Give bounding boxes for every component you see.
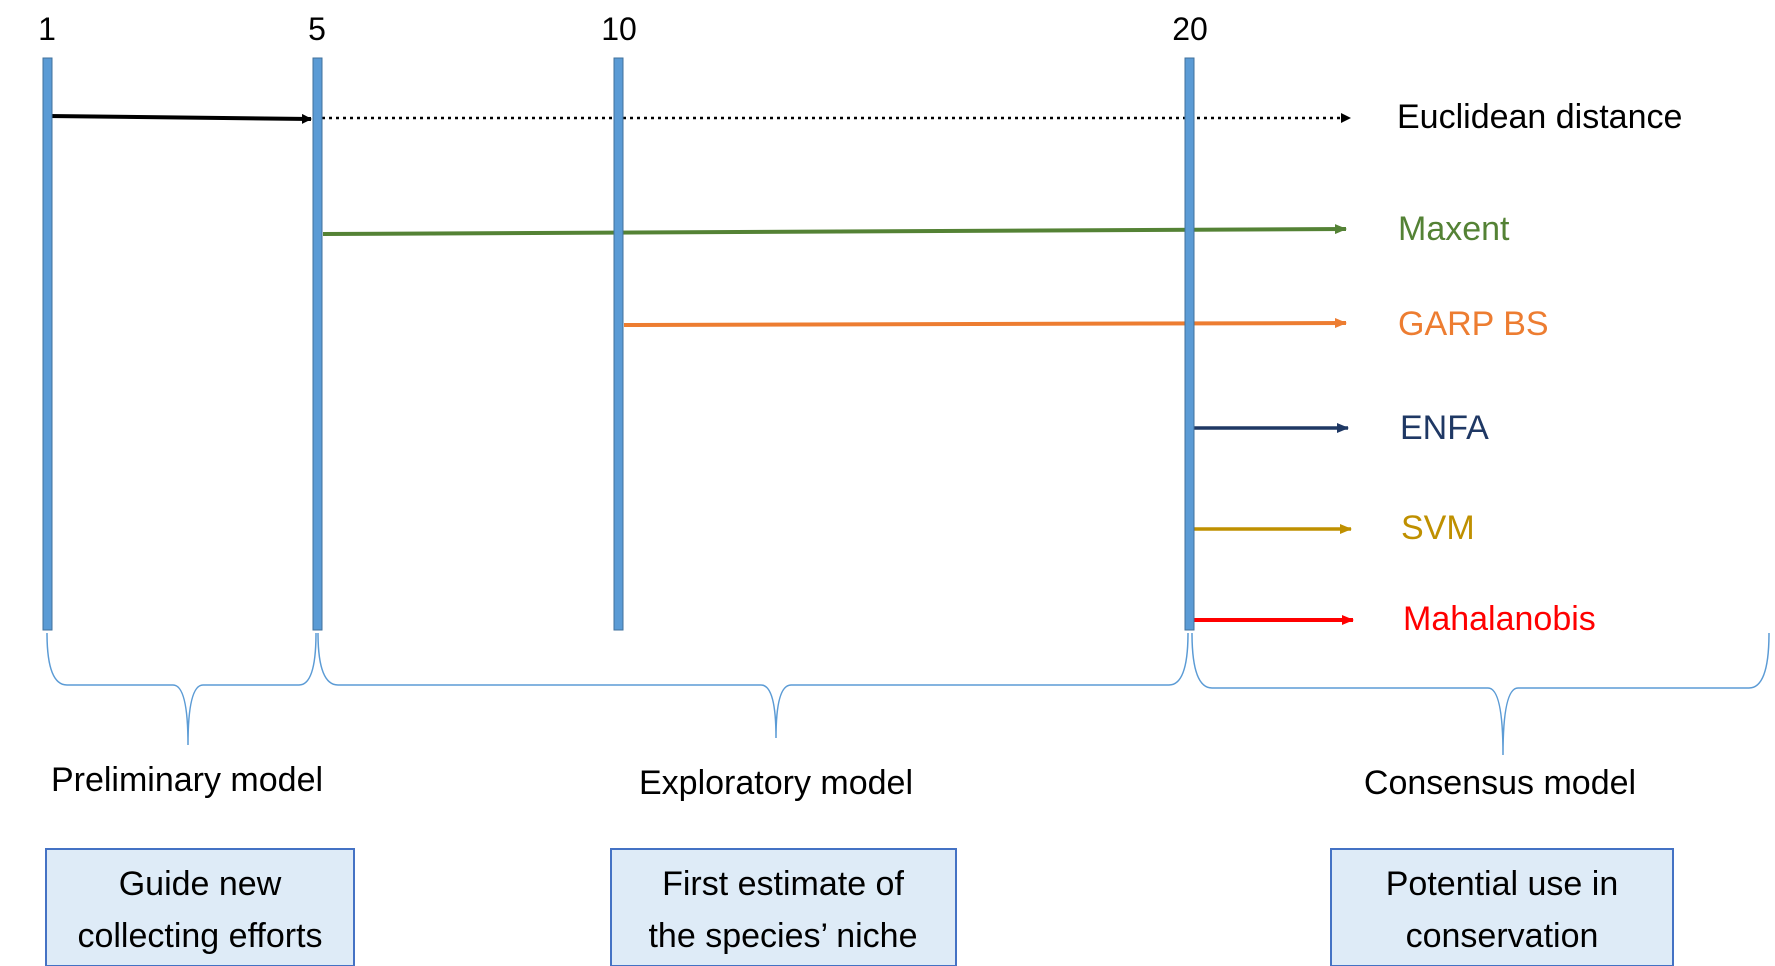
milestone-label-10: 10	[601, 11, 637, 47]
method-label-maxent: Maxent	[1398, 210, 1510, 248]
milestone-bar-5	[312, 57, 323, 631]
stage-box-exploratory	[610, 848, 957, 966]
method-label-garp-bs: GARP BS	[1398, 305, 1549, 343]
milestone-bar-20	[1184, 57, 1195, 631]
method-label-enfa: ENFA	[1400, 409, 1489, 447]
stage-description-exploratory-line-1: First estimate of	[662, 865, 904, 903]
milestone-label-20: 20	[1172, 11, 1208, 47]
method-label-mahalanobis: Mahalanobis	[1403, 600, 1596, 638]
stage-box-consensus	[1330, 848, 1674, 966]
brace-preliminary	[46, 632, 317, 746]
stage-description-exploratory-line-2: the species’ niche	[648, 917, 917, 955]
milestone-bar-10	[613, 57, 624, 631]
milestone-bar-1	[42, 57, 53, 631]
stage-label-preliminary: Preliminary model	[51, 761, 323, 799]
stage-box-preliminary	[45, 848, 355, 966]
brace-exploratory	[317, 632, 1189, 739]
stage-description-consensus-line-1: Potential use in	[1386, 865, 1619, 903]
stage-description-consensus-line-2: conservation	[1406, 917, 1599, 955]
brace-consensus	[1191, 632, 1770, 756]
arrow-garp-bs	[623, 318, 1347, 329]
arrow-maxent	[322, 224, 1347, 236]
milestone-label-5: 5	[308, 11, 326, 47]
arrow-preliminary-1-to-5	[47, 113, 312, 124]
milestone-label-1: 1	[38, 11, 56, 47]
stage-label-consensus: Consensus model	[1364, 764, 1636, 802]
stage-description-preliminary-line-1: Guide new	[119, 865, 282, 903]
method-label-euclidean-distance: Euclidean distance	[1397, 98, 1682, 136]
stage-description-preliminary-line-2: collecting efforts	[77, 917, 322, 955]
stage-label-exploratory: Exploratory model	[639, 764, 913, 802]
method-label-svm: SVM	[1401, 509, 1475, 547]
